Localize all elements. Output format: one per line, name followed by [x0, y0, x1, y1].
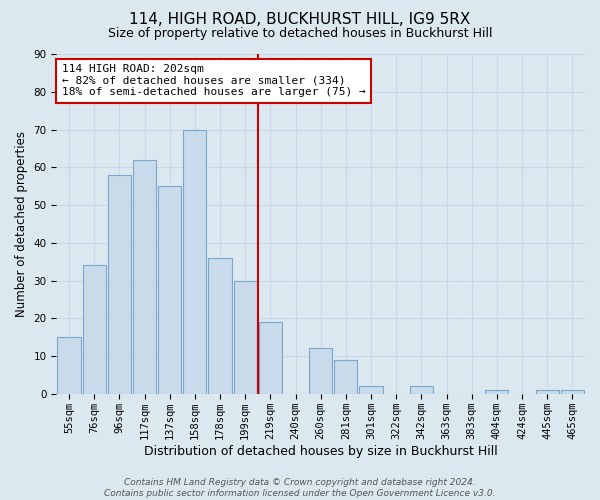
Text: Contains HM Land Registry data © Crown copyright and database right 2024.
Contai: Contains HM Land Registry data © Crown c… — [104, 478, 496, 498]
Bar — [158, 186, 181, 394]
Bar — [561, 390, 584, 394]
Text: Size of property relative to detached houses in Buckhurst Hill: Size of property relative to detached ho… — [108, 28, 492, 40]
Bar — [485, 390, 508, 394]
Bar — [133, 160, 156, 394]
Text: 114 HIGH ROAD: 202sqm
← 82% of detached houses are smaller (334)
18% of semi-det: 114 HIGH ROAD: 202sqm ← 82% of detached … — [62, 64, 365, 98]
Bar — [233, 280, 257, 394]
Bar — [208, 258, 232, 394]
Bar — [309, 348, 332, 394]
Bar — [108, 175, 131, 394]
Y-axis label: Number of detached properties: Number of detached properties — [15, 131, 28, 317]
Bar — [183, 130, 206, 394]
Bar — [334, 360, 358, 394]
X-axis label: Distribution of detached houses by size in Buckhurst Hill: Distribution of detached houses by size … — [144, 444, 497, 458]
Bar — [83, 266, 106, 394]
Bar — [410, 386, 433, 394]
Text: 114, HIGH ROAD, BUCKHURST HILL, IG9 5RX: 114, HIGH ROAD, BUCKHURST HILL, IG9 5RX — [130, 12, 470, 28]
Bar — [259, 322, 282, 394]
Bar — [58, 337, 80, 394]
Bar — [359, 386, 383, 394]
Bar — [536, 390, 559, 394]
